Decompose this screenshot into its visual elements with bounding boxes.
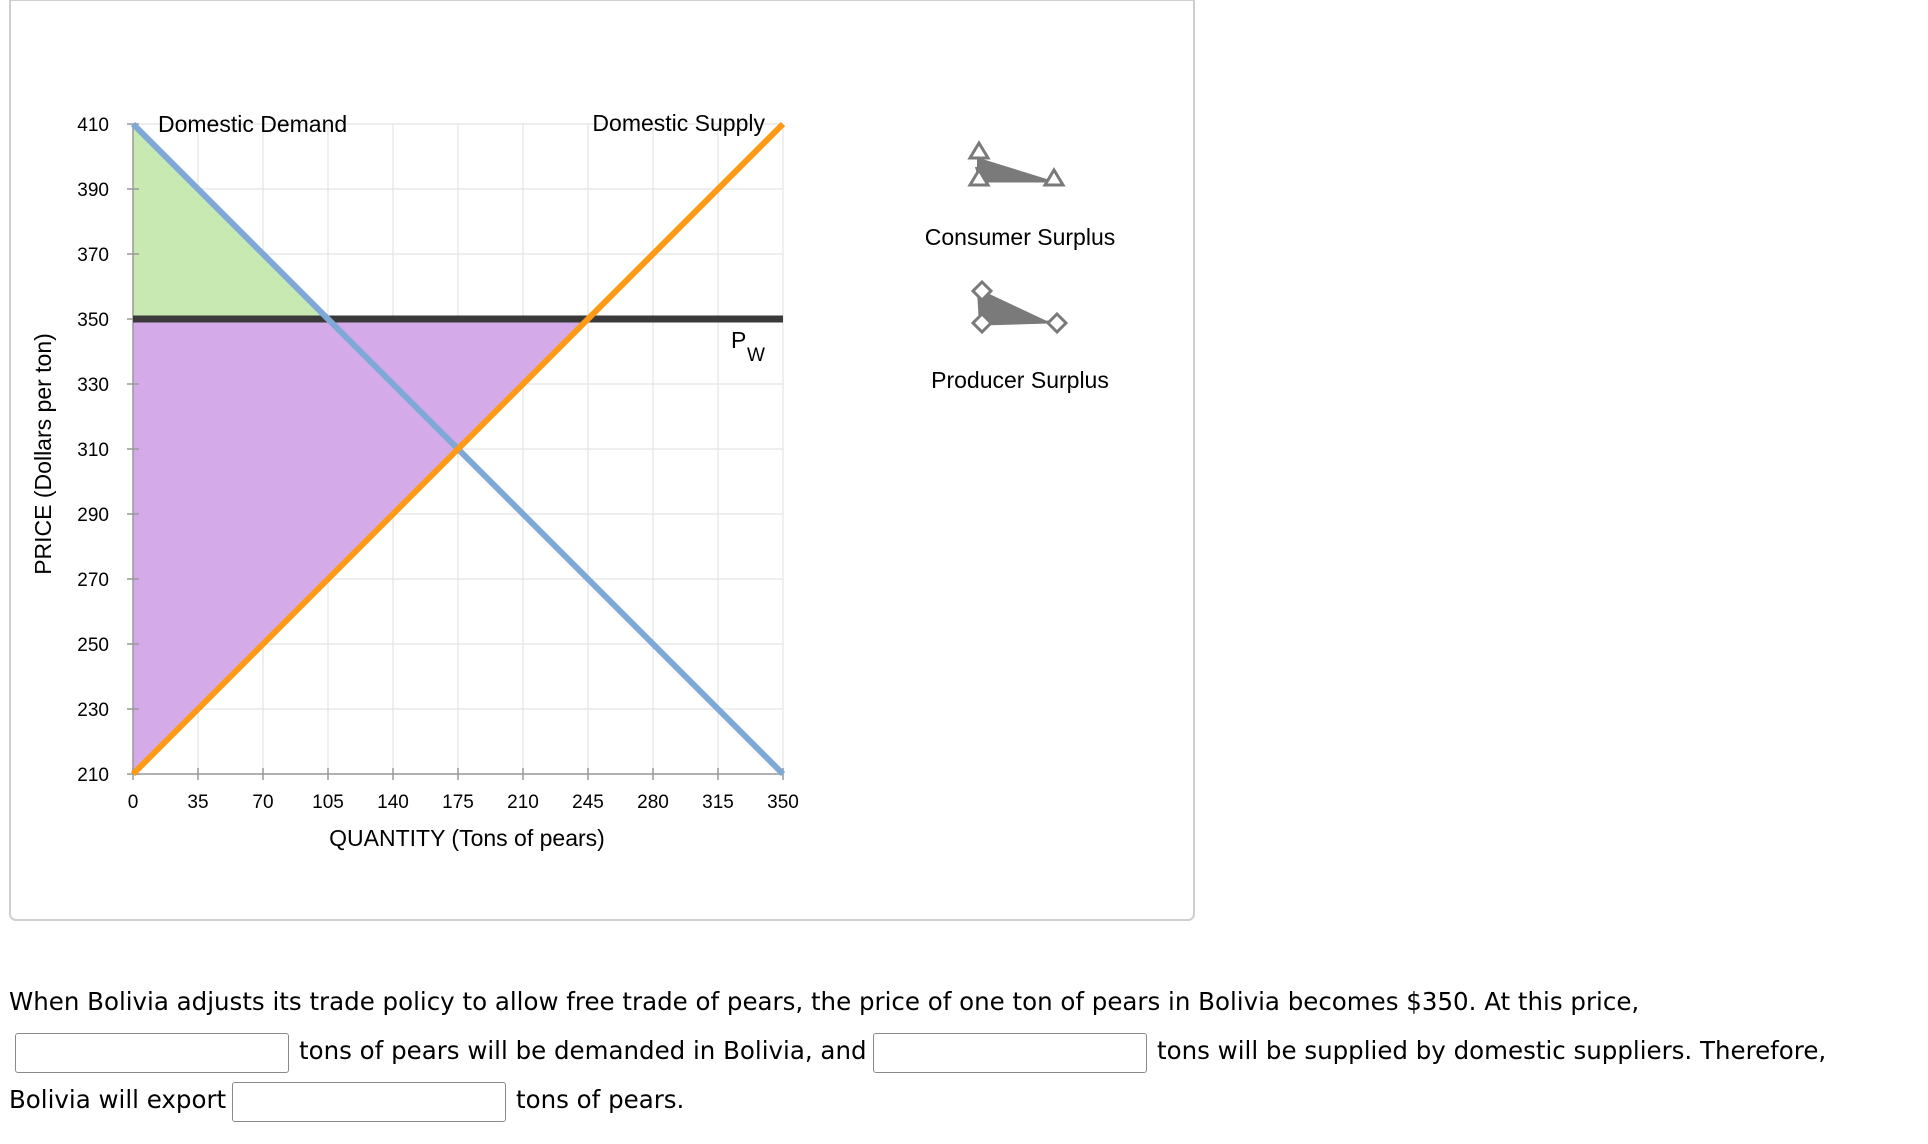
y-tick-label: 370 <box>77 245 109 266</box>
y-tick-label: 350 <box>77 310 109 331</box>
graph-panel: 0 35 70 105 140 175 210 245 280 315 350 410 390 370 35… <box>9 0 1195 921</box>
quantity-supplied-input[interactable] <box>873 1033 1147 1073</box>
y-tick-label: 390 <box>77 180 109 201</box>
y-tick-label: 410 <box>77 115 109 136</box>
demand-curve-label: Domestic Demand <box>158 111 347 137</box>
y-tick-label: 270 <box>77 570 109 591</box>
y-tick-label: 290 <box>77 505 109 526</box>
x-tick-label: 315 <box>702 792 734 813</box>
question-line-3-end: tons of pears. <box>516 1085 685 1114</box>
x-tick-label: 210 <box>507 792 539 813</box>
x-tick-label: 0 <box>128 792 139 813</box>
y-tick-label: 230 <box>77 700 109 721</box>
diamond-marker-tool-icon[interactable] <box>951 276 1071 346</box>
export-quantity-input[interactable] <box>232 1082 506 1122</box>
y-tick-label: 210 <box>77 765 109 786</box>
x-tick-label: 70 <box>252 792 273 813</box>
question-line-2-end: tons will be supplied by domestic suppli… <box>1157 1036 1827 1065</box>
chart-lines <box>130 121 786 777</box>
x-tick-label: 35 <box>187 792 208 813</box>
question-line-1: When Bolivia adjusts its trade policy to… <box>9 987 1640 1016</box>
triangle-marker-tool-icon[interactable] <box>951 131 1071 201</box>
supply-curve-label: Domestic Supply <box>592 110 765 136</box>
surplus-chart: 0 35 70 105 140 175 210 245 280 315 350 410 390 370 35… <box>30 110 799 851</box>
y-axis-title: PRICE (Dollars per ton) <box>30 333 56 575</box>
world-price-label-subscript: W <box>747 345 765 366</box>
y-tick-label: 330 <box>77 375 109 396</box>
quantity-demanded-input[interactable] <box>15 1033 289 1073</box>
producer-surplus-label: Producer Surplus <box>931 367 1109 393</box>
domestic-supply-line <box>130 121 786 777</box>
question-line-3-start: Bolivia will export <box>9 1085 227 1114</box>
x-tick-label: 105 <box>312 792 344 813</box>
chart-axes <box>127 123 784 780</box>
y-tick-label: 250 <box>77 635 109 656</box>
x-tick-label: 140 <box>377 792 409 813</box>
question-line-2-mid: tons of pears will be demanded in Bolivi… <box>299 1036 867 1065</box>
y-tick-label: 310 <box>77 440 109 461</box>
x-tick-label: 280 <box>637 792 669 813</box>
x-tick-label: 350 <box>767 792 799 813</box>
x-axis-title: QUANTITY (Tons of pears) <box>329 825 605 851</box>
x-tick-label: 245 <box>572 792 604 813</box>
x-tick-label: 175 <box>442 792 474 813</box>
consumer-surplus-label: Consumer Surplus <box>924 224 1116 250</box>
chart-labels: 0 35 70 105 140 175 210 245 280 315 350 410 390 370 35… <box>30 110 799 851</box>
world-price-label: P <box>731 327 746 353</box>
